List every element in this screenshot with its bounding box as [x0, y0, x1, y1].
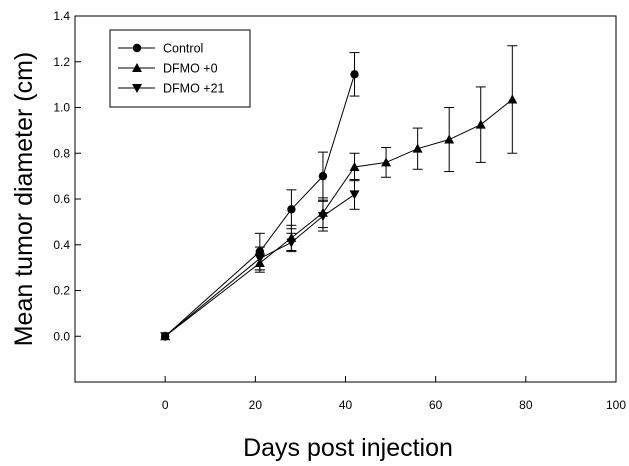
y-axis-ticks: 0.0 0.2 0.4 0.6 0.8 1.0 1.2 1.4	[53, 9, 81, 343]
data-point	[160, 332, 171, 342]
data-point	[349, 161, 360, 171]
data-point	[317, 212, 328, 222]
x-tick-label: 60	[429, 398, 443, 412]
y-tick-label: 1.0	[53, 101, 70, 115]
data-point	[507, 94, 518, 104]
legend-label: DFMO +21	[163, 82, 225, 96]
data-point	[475, 119, 486, 129]
series-line	[164, 74, 355, 337]
data-point	[318, 171, 328, 181]
x-tick-label: 20	[249, 398, 263, 412]
y-tick-label: 0.6	[53, 192, 70, 206]
x-tick-label: 40	[339, 398, 353, 412]
legend-marker	[132, 63, 142, 72]
data-point	[444, 134, 455, 144]
legend-entry: DFMO +0	[118, 62, 218, 76]
y-tick-label: 0.8	[53, 146, 70, 160]
x-axis-title: Days post injection	[243, 434, 453, 462]
legend: Control DFMO +0 DFMO +21	[109, 29, 251, 108]
series-layer	[160, 45, 518, 342]
data-point	[412, 143, 423, 153]
y-tick-label: 1.2	[53, 55, 70, 69]
series-line	[164, 99, 513, 337]
legend-entry: Control	[118, 42, 203, 56]
y-tick-label: 0.0	[53, 329, 70, 343]
x-tick-label: 80	[519, 398, 533, 412]
legend-marker	[132, 84, 142, 93]
data-point	[350, 70, 359, 79]
legend-entries: Control DFMO +0 DFMO +21	[118, 42, 225, 96]
data-point	[254, 254, 265, 264]
series-2	[160, 179, 360, 342]
y-tick-label: 0.4	[53, 238, 70, 252]
legend-entry: DFMO +21	[118, 82, 225, 96]
data-point	[381, 157, 392, 167]
x-axis-ticks: 0 20 40 60 80 100	[162, 376, 626, 412]
y-axis-title: Mean tumor diameter (cm)	[10, 52, 38, 347]
x-tick-label: 100	[606, 398, 626, 412]
data-point	[349, 190, 360, 200]
y-tick-label: 0.2	[53, 284, 70, 298]
data-point	[286, 238, 297, 248]
legend-marker	[132, 43, 142, 53]
y-tick-label: 1.4	[53, 9, 70, 23]
x-tick-label: 0	[162, 398, 169, 412]
legend-label: DFMO +0	[163, 62, 218, 76]
legend-label: Control	[163, 42, 203, 56]
data-point	[287, 205, 296, 214]
